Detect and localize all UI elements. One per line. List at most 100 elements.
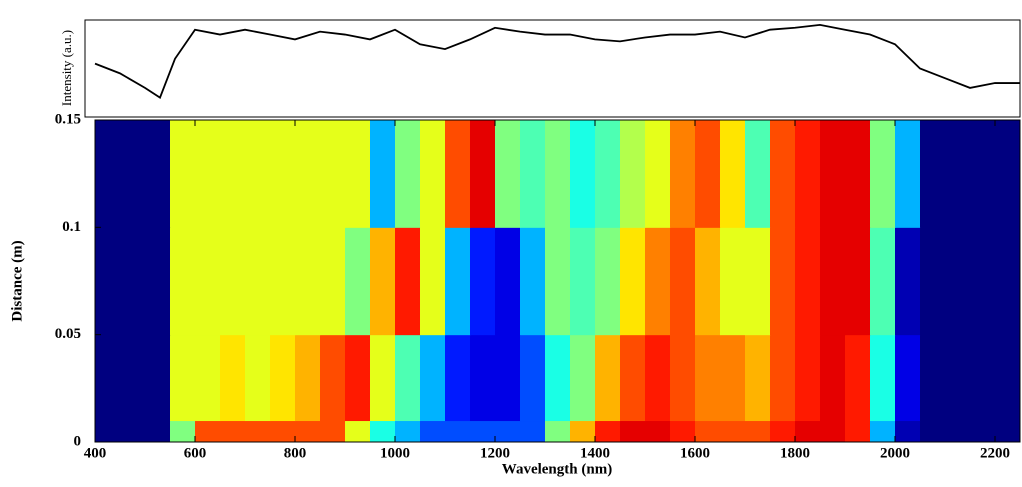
heatmap-cell	[995, 120, 1021, 228]
heatmap-cell	[445, 227, 471, 336]
heatmap-cell	[795, 227, 821, 336]
heatmap-cell	[470, 227, 496, 336]
heatmap-cell	[720, 227, 746, 336]
heatmap-cell	[845, 420, 871, 443]
heatmap-cell	[845, 334, 871, 422]
heatmap-cell	[795, 334, 821, 422]
heatmap-cell	[695, 420, 721, 443]
x-tick-label: 400	[84, 445, 107, 461]
heatmap-cell	[895, 120, 921, 228]
heatmap-cell	[320, 334, 346, 422]
heatmap-cell	[270, 420, 296, 443]
heatmap-cell	[745, 120, 771, 228]
heatmap-cell	[220, 334, 246, 422]
heatmap-cell	[970, 120, 996, 228]
heatmap-cell	[895, 227, 921, 336]
heatmap-cell	[145, 420, 171, 443]
heatmap-cell	[220, 227, 246, 336]
heatmap-cell	[295, 227, 321, 336]
heatmap-cell	[520, 227, 546, 336]
heatmap-cell	[620, 334, 646, 422]
heatmap-cell	[295, 420, 321, 443]
heatmap-cell	[420, 334, 446, 422]
heatmap-cell	[720, 334, 746, 422]
heatmap-cell	[570, 120, 596, 228]
x-tick-label: 800	[284, 445, 307, 461]
heatmap-cell	[345, 120, 371, 228]
heatmap-cell	[570, 420, 596, 443]
heatmap-cell	[145, 120, 171, 228]
plot-frame	[94, 119, 1021, 443]
heatmap-cell	[745, 227, 771, 336]
y-tick-label: 0.05	[55, 326, 81, 342]
x-tick-label: 2000	[880, 445, 910, 461]
heatmap-cell	[595, 420, 621, 443]
heatmap-cell	[845, 120, 871, 228]
heatmap-cell	[870, 420, 896, 443]
heatmap-cell	[720, 420, 746, 443]
heatmap-cell	[995, 227, 1021, 336]
heatmap-cell	[345, 420, 371, 443]
heatmap-cell	[970, 334, 996, 422]
heatmap-cell	[695, 334, 721, 422]
heatmap-cell	[770, 120, 796, 228]
heatmap-cell	[895, 420, 921, 443]
heatmap-cell	[395, 334, 421, 422]
heatmap-cell	[445, 120, 471, 228]
heatmap-cell	[370, 334, 396, 422]
heatmap-cell	[620, 227, 646, 336]
heatmap-cell	[120, 334, 146, 422]
x-axis-label: Wavelength (nm)	[502, 461, 612, 477]
heatmap-cell	[420, 120, 446, 228]
y-tick-label: 0	[74, 433, 82, 449]
y-axis-label: Distance (m)	[9, 240, 25, 321]
heatmap-cell	[170, 120, 196, 228]
heatmap-cell	[420, 420, 446, 443]
heatmap-cell	[770, 420, 796, 443]
heatmap-cell	[245, 420, 271, 443]
heatmap-cell	[395, 420, 421, 443]
heatmap-cell	[245, 334, 271, 422]
top-y-label: Intensity (a.u.)	[59, 30, 74, 106]
heatmap-cell	[745, 334, 771, 422]
y-tick-label: 0.15	[55, 111, 81, 127]
heatmap-cell	[695, 227, 721, 336]
heatmap-cell	[820, 420, 846, 443]
heatmap-cell	[220, 420, 246, 443]
heatmap-cell	[595, 227, 621, 336]
heatmap-cell	[945, 227, 971, 336]
heatmap-cell	[220, 120, 246, 228]
heatmap-cell	[95, 120, 121, 228]
heatmap-cell	[370, 120, 396, 228]
x-tick-label: 2200	[980, 445, 1010, 461]
heatmap-cell	[545, 334, 571, 422]
heatmap-cell	[845, 227, 871, 336]
heatmap-cell	[595, 120, 621, 228]
heatmap-cell	[520, 420, 546, 443]
heatmap-cell	[495, 420, 521, 443]
heatmap-cell	[495, 120, 521, 228]
heatmap-cell	[520, 120, 546, 228]
heatmap-cell	[120, 420, 146, 443]
heatmap-cell	[420, 227, 446, 336]
heatmap-cell	[645, 420, 671, 443]
heatmap-cell	[270, 120, 296, 228]
heatmap-cell	[920, 120, 946, 228]
heatmap-cell	[795, 420, 821, 443]
heatmap-cell	[195, 420, 221, 443]
x-tick-label: 1800	[780, 445, 810, 461]
heatmap-cell	[370, 420, 396, 443]
heatmap-cell	[470, 334, 496, 422]
heatmap-cell	[820, 334, 846, 422]
heatmap-cell	[670, 120, 696, 228]
heatmap-cell	[170, 334, 196, 422]
heatmap-cell	[620, 120, 646, 228]
heatmap-cell	[195, 120, 221, 228]
heatmap-cell	[495, 227, 521, 336]
heatmap-cell	[770, 334, 796, 422]
x-tick-label: 600	[184, 445, 207, 461]
heatmap-cell	[195, 227, 221, 336]
top-frame	[84, 19, 1021, 118]
heatmap-cell	[970, 227, 996, 336]
